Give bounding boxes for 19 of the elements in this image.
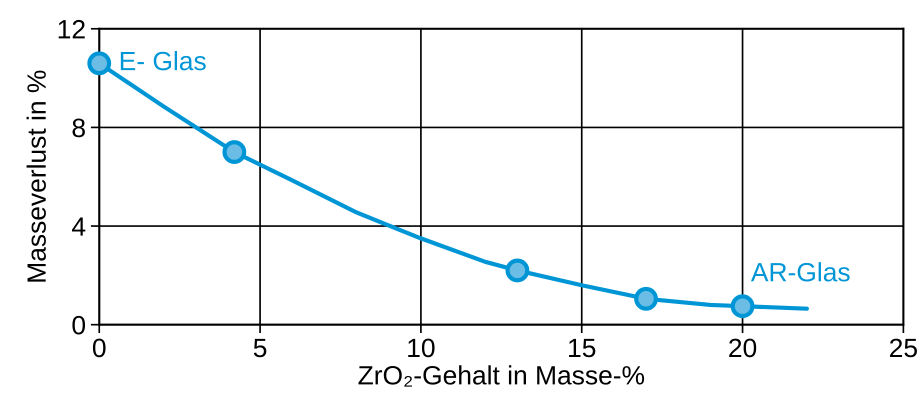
point: [634, 286, 658, 311]
x-tick-label: 5: [254, 338, 266, 358]
x-tick-label: 10: [408, 338, 435, 358]
x-tick-label: 15: [569, 338, 596, 358]
x-axis-title: ZrO₂-Gehalt in Masse-%: [358, 365, 644, 387]
point: [505, 258, 530, 282]
x-tick-label: 25: [890, 338, 917, 358]
y-tick-label: 8: [72, 118, 85, 138]
point: [87, 51, 112, 76]
point: [222, 140, 246, 164]
x-tick-label: 20: [729, 338, 756, 358]
y-tick-label: 4: [72, 217, 86, 236]
annotation: AR-Glas: [750, 262, 850, 282]
y-axis-title: Masseverlust in %: [26, 70, 46, 282]
x-tick-label: 0: [92, 338, 106, 358]
y-tick-label: 0: [72, 316, 86, 335]
annotation: E- Glas: [120, 50, 206, 70]
y-tick-label: 12: [58, 20, 85, 38]
point: [730, 294, 754, 318]
